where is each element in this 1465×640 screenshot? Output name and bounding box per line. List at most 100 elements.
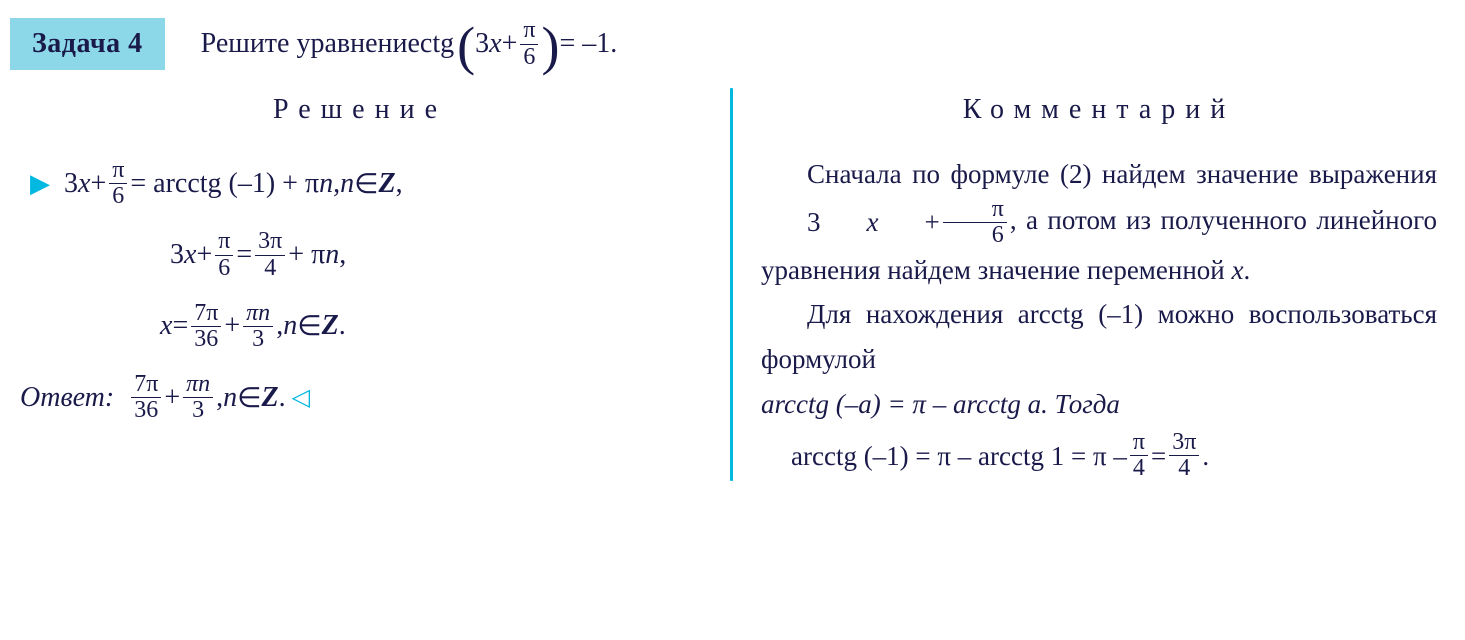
eq: = (172, 310, 188, 342)
p: + (224, 310, 240, 342)
commentary-p2: Для нахождения arcctg (–1) можно восполь… (761, 292, 1437, 381)
math-textbook-page: Задача 4 Решите уравнение ctg ( 3x + π 6… (0, 0, 1465, 640)
p: + (164, 382, 180, 414)
tail: . (1202, 434, 1209, 479)
comma: , (333, 168, 340, 200)
plus: + (502, 28, 518, 60)
t3: . (1243, 255, 1250, 285)
d: 3 (189, 398, 207, 423)
p: + (90, 168, 106, 200)
n: π (943, 197, 1007, 223)
in: ∈ (354, 167, 378, 201)
fraction: π6 (109, 158, 127, 209)
nvar: n (283, 310, 297, 342)
fraction: π4 (1130, 430, 1148, 481)
func: ctg (420, 28, 454, 60)
solution-step-1: ▶ 3x + π6 = arcctg (–1) + πn , n ∈ Z , (10, 158, 710, 209)
problem-badge: Задача 4 (10, 18, 165, 70)
two-column-layout: Решение ▶ 3x + π6 = arcctg (–1) + πn , n… (10, 88, 1437, 481)
commentary-title: Комментарий (761, 94, 1437, 126)
eq: = (1151, 434, 1166, 479)
f1: arcctg (–a) = π – arcctg a. Тогда (761, 389, 1120, 419)
eq1: 3x + π6 = arcctg (–1) + πn , n ∈ Z , (64, 158, 403, 209)
nvar: n (223, 382, 237, 414)
n: 3π (255, 229, 285, 255)
n: π (215, 229, 233, 255)
inline-expr: 3x + π6 (761, 197, 1010, 248)
fraction: 3π4 (1169, 430, 1199, 481)
commentary-column: Комментарий Сначала по формуле (2) найде… (733, 88, 1437, 481)
den: 6 (520, 45, 538, 70)
prompt-text: Решите уравнение (201, 28, 420, 60)
commentary-formula-2: arcctg (–1) = π – arcctg 1 = π – π4 = 3π… (791, 430, 1437, 481)
v: x (184, 239, 196, 271)
num: π (520, 18, 538, 44)
eq3: x = 7π36 + πn3 , n ∈ Z . (160, 301, 346, 352)
fraction: πn3 (243, 301, 273, 352)
eq: = arcctg (–1) + π (130, 168, 319, 200)
eq: = (236, 239, 252, 271)
d: 36 (191, 327, 221, 352)
xv: x (1231, 255, 1243, 285)
Z: Z (322, 310, 339, 342)
tail: , (339, 239, 346, 271)
d: 4 (261, 256, 279, 281)
solution-step-3: x = 7π36 + πn3 , n ∈ Z . (10, 301, 710, 352)
n: π (1130, 430, 1148, 456)
fraction: 3π4 (255, 229, 285, 280)
p: + (878, 200, 939, 245)
Z: Z (262, 382, 279, 414)
tail: . (279, 382, 286, 414)
solution-step-2: 3x + π6 = 3π4 + πn , (10, 229, 710, 280)
f2: arcctg (–1) = π – arcctg 1 = π – π4 = 3π… (791, 430, 1209, 481)
fraction: π6 (943, 197, 1007, 248)
d: 6 (215, 256, 233, 281)
rparen: ) (541, 22, 559, 71)
answer-expr: 7π36 + πn3 , n ∈ Z . (128, 372, 285, 423)
comma: , (216, 382, 223, 414)
n: n (319, 168, 333, 200)
coef: 3 (475, 28, 489, 60)
in: ∈ (297, 309, 321, 343)
d: 36 (131, 398, 161, 423)
answer-line: Ответ: 7π36 + πn3 , n ∈ Z . ◁ (10, 372, 710, 423)
fraction: π 6 (520, 18, 538, 69)
problem-statement: Решите уравнение ctg ( 3x + π 6 ) = –1. (201, 18, 618, 69)
in: ∈ (237, 381, 261, 415)
n: πn (243, 301, 273, 327)
n: π (109, 158, 127, 184)
answer-label: Ответ: (20, 382, 114, 414)
p2: + π (288, 239, 325, 271)
c: 3 (170, 239, 184, 271)
fraction: 7π36 (131, 372, 161, 423)
n: n (325, 239, 339, 271)
d: 4 (1175, 456, 1193, 481)
v: x (821, 200, 879, 245)
commentary-p1: Сначала по формуле (2) найдем значение в… (761, 152, 1437, 292)
v: x (78, 168, 90, 200)
d: 3 (249, 327, 267, 352)
p: + (196, 239, 212, 271)
start-marker-icon: ▶ (30, 169, 50, 199)
lparen: ( (457, 22, 475, 71)
commentary-formula-1: arcctg (–a) = π – arcctg a. Тогда (761, 382, 1437, 427)
nvar: n (340, 168, 354, 200)
c: 3 (761, 200, 821, 245)
tail: , (396, 168, 403, 200)
solution-title: Решение (10, 94, 710, 126)
fraction: πn3 (183, 372, 213, 423)
eq2: 3x + π6 = 3π4 + πn , (170, 229, 346, 280)
d: 6 (109, 184, 127, 209)
comma: , (276, 310, 283, 342)
n: 3π (1169, 430, 1199, 456)
rhs: = –1. (559, 28, 617, 60)
tail: . (339, 310, 346, 342)
var: x (489, 28, 501, 60)
solution-column: Решение ▶ 3x + π6 = arcctg (–1) + πn , n… (10, 88, 730, 481)
t1: Сначала по формуле (2) найдем значение в… (807, 159, 1437, 189)
Z: Z (379, 168, 396, 200)
c: 3 (64, 168, 78, 200)
problem-header: Задача 4 Решите уравнение ctg ( 3x + π 6… (10, 18, 1437, 70)
d: 4 (1130, 456, 1148, 481)
lhs: arcctg (–1) = π – arcctg 1 = π – (791, 434, 1127, 479)
